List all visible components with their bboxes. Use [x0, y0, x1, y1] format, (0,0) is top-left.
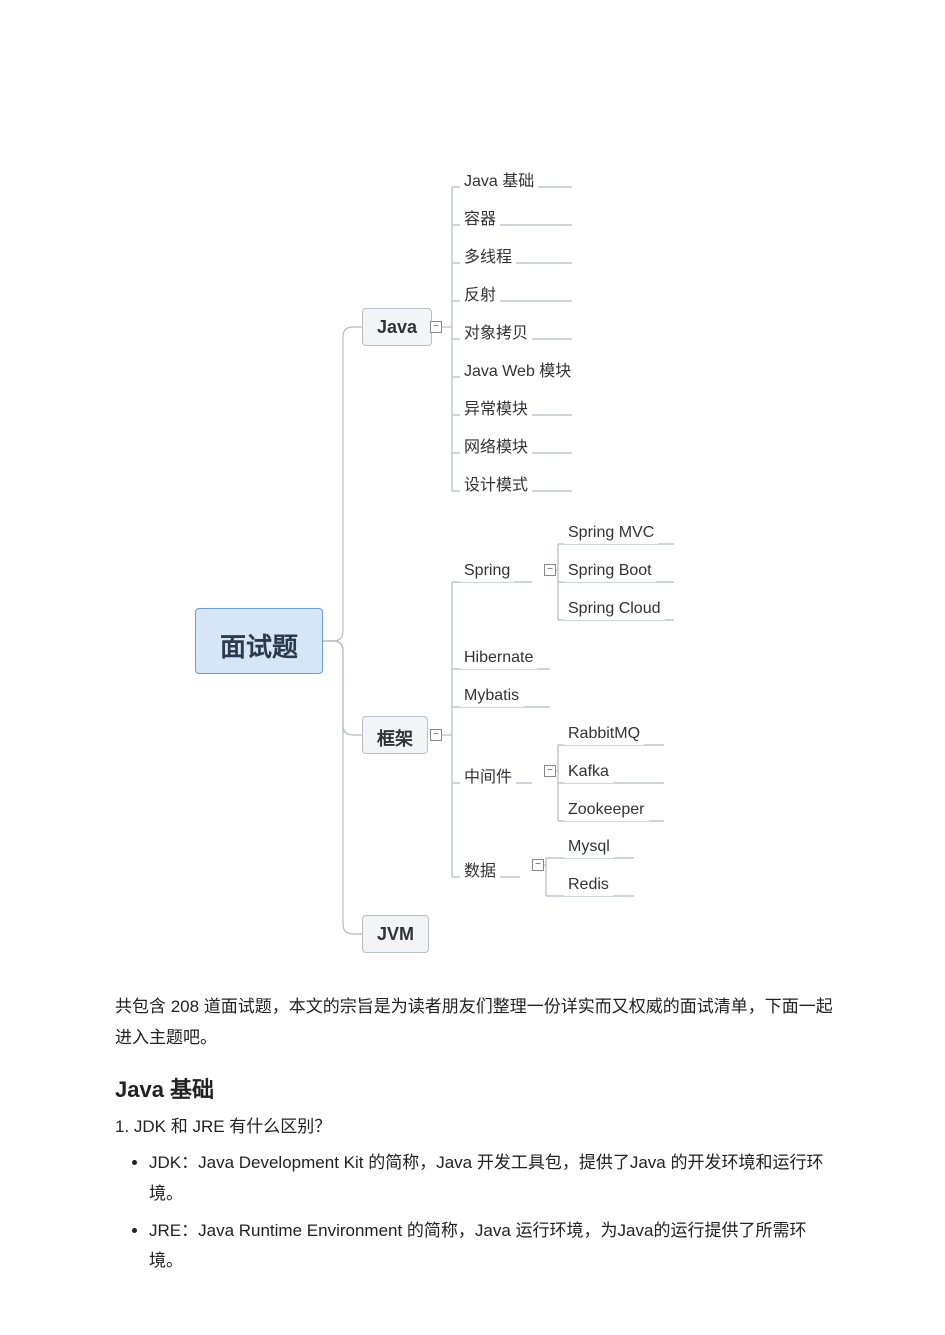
section-heading: Java 基础: [115, 1070, 835, 1110]
mindmap-leaf[interactable]: Mybatis: [460, 685, 523, 707]
mindmap-leaf[interactable]: Kafka: [564, 761, 613, 783]
mindmap-container: 面试题Java−框架−JVMJava 基础容器多线程反射对象拷贝Java Web…: [0, 0, 945, 960]
mindmap-leaf[interactable]: Hibernate: [460, 647, 537, 669]
mindmap-leaf[interactable]: 对象拷贝: [460, 317, 532, 345]
expand-toggle-icon[interactable]: −: [544, 564, 556, 576]
mindmap-leaf[interactable]: Spring Boot: [564, 560, 656, 582]
mindmap-leaf[interactable]: Java Web 模块: [460, 355, 575, 383]
mindmap-leaf[interactable]: Spring Cloud: [564, 598, 665, 620]
expand-toggle-icon[interactable]: −: [430, 729, 442, 741]
article-body: 共包含 208 道面试题，本文的宗旨是为读者朋友们整理一份详实而又权威的面试清单…: [115, 975, 835, 1283]
mindmap-leaf[interactable]: Redis: [564, 874, 613, 896]
mindmap-leaf[interactable]: Zookeeper: [564, 799, 649, 821]
expand-toggle-icon[interactable]: −: [430, 321, 442, 333]
expand-toggle-icon[interactable]: −: [544, 765, 556, 777]
mindmap-leaf[interactable]: 反射: [460, 279, 500, 307]
mindmap-leaf[interactable]: 中间件: [460, 761, 516, 789]
mindmap-leaf[interactable]: 设计模式: [460, 469, 532, 497]
list-item: JRE：Java Runtime Environment 的简称，Java 运行…: [149, 1216, 835, 1277]
answer-list: JDK：Java Development Kit 的简称，Java 开发工具包，…: [149, 1148, 835, 1276]
list-item: JDK：Java Development Kit 的简称，Java 开发工具包，…: [149, 1148, 835, 1209]
mindmap-leaf[interactable]: Java 基础: [460, 165, 538, 193]
mindmap-branch-frame[interactable]: 框架: [362, 716, 428, 754]
mindmap-root[interactable]: 面试题: [195, 608, 323, 674]
mindmap-leaf[interactable]: RabbitMQ: [564, 723, 644, 745]
mindmap-leaf[interactable]: Spring: [460, 560, 514, 582]
mindmap-leaf[interactable]: Spring MVC: [564, 522, 658, 544]
mindmap-leaf[interactable]: 多线程: [460, 241, 516, 269]
expand-toggle-icon[interactable]: −: [532, 859, 544, 871]
intro-text: 共包含 208 道面试题，本文的宗旨是为读者朋友们整理一份详实而又权威的面试清单…: [115, 992, 835, 1053]
mindmap-leaf[interactable]: 数据: [460, 855, 500, 883]
mindmap-leaf[interactable]: 容器: [460, 203, 500, 231]
mindmap-leaf[interactable]: 异常模块: [460, 393, 532, 421]
mindmap-branch-java[interactable]: Java: [362, 308, 432, 346]
mindmap-branch-jvm[interactable]: JVM: [362, 915, 429, 953]
mindmap-leaf[interactable]: Mysql: [564, 836, 614, 858]
mindmap-leaf[interactable]: 网络模块: [460, 431, 532, 459]
question-text: 1. JDK 和 JRE 有什么区别？: [115, 1112, 835, 1143]
